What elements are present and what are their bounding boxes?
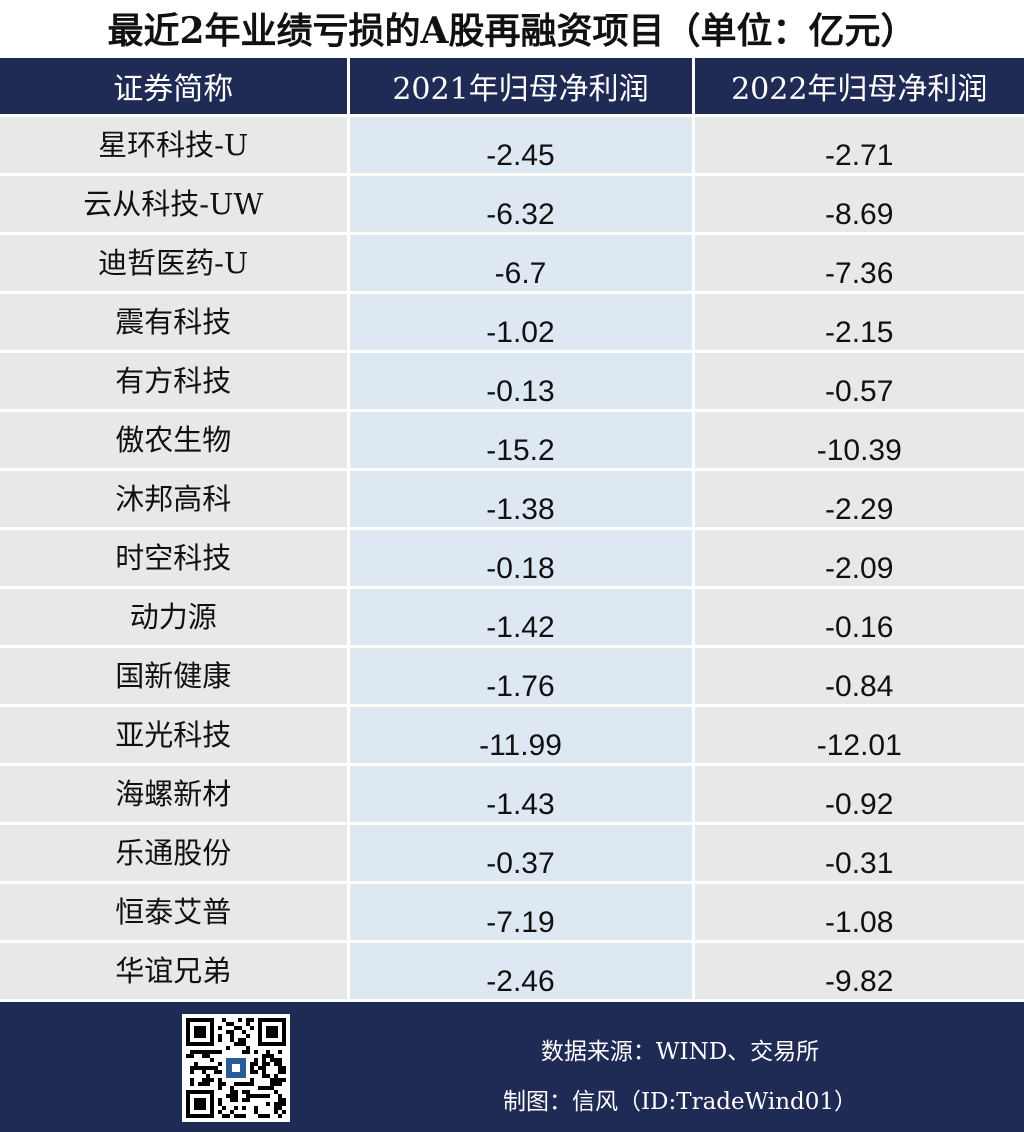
table-row: 乐通股份 -0.37 -0.31 [0,822,1024,883]
table-row: 迪哲医药-U -6.7 -7.36 [0,232,1024,293]
table-row: 星环科技-U -2.45 -2.71 [0,114,1024,175]
net-profit-2021-cell: -1.02 [346,291,693,352]
table-row: 海螺新材 -1.43 -0.92 [0,763,1024,824]
table-row: 云从科技-UW -6.32 -8.69 [0,173,1024,234]
column-header-name: 证券简称 [0,58,348,117]
table-row: 时空科技 -0.18 -2.09 [0,527,1024,588]
net-profit-2021-cell: -0.13 [346,350,693,411]
table-row: 国新健康 -1.76 -0.84 [0,645,1024,706]
net-profit-2021-cell: -2.46 [346,940,693,999]
security-name-cell: 沐邦高科 [0,468,348,529]
table-row: 傲农生物 -15.2 -10.39 [0,409,1024,470]
security-name-cell: 乐通股份 [0,822,348,883]
table-row: 沐邦高科 -1.38 -2.29 [0,468,1024,529]
net-profit-2021-cell: -6.32 [346,173,693,234]
net-profit-2022-cell: -7.36 [691,232,1024,293]
table-row: 有方科技 -0.13 -0.57 [0,350,1024,411]
table-header-row: 证券简称 2021年归母净利润 2022年归母净利润 [0,58,1024,117]
net-profit-2022-cell: -0.31 [691,822,1024,883]
table-row: 震有科技 -1.02 -2.15 [0,291,1024,352]
net-profit-2022-cell: -10.39 [691,409,1024,470]
net-profit-2021-cell: -6.7 [346,232,693,293]
net-profit-2021-cell: -0.37 [346,822,693,883]
security-name-cell: 有方科技 [0,350,348,411]
security-name-cell: 亚光科技 [0,704,348,765]
column-header-2021: 2021年归母净利润 [346,58,693,117]
security-name-cell: 迪哲医药-U [0,232,348,293]
net-profit-2022-cell: -1.08 [691,881,1024,942]
net-profit-2021-cell: -11.99 [346,704,693,765]
page-title: 最近2年业绩亏损的A股再融资项目（单位：亿元） [107,10,917,52]
footer: 数据来源：WIND、交易所 制图：信风（ID:TradeWind01） [0,1002,1024,1132]
security-name-cell: 傲农生物 [0,409,348,470]
net-profit-2021-cell: -1.38 [346,468,693,529]
security-name-cell: 海螺新材 [0,763,348,824]
profit-table: 证券简称 2021年归母净利润 2022年归母净利润 星环科技-U -2.45 -2… [0,58,1024,999]
security-name-cell: 时空科技 [0,527,348,588]
table-row: 动力源 -1.42 -0.16 [0,586,1024,647]
security-name-cell: 国新健康 [0,645,348,706]
qr-code-icon [182,1014,290,1122]
net-profit-2022-cell: -0.57 [691,350,1024,411]
net-profit-2022-cell: -2.15 [691,291,1024,352]
security-name-cell: 星环科技-U [0,114,348,175]
net-profit-2021-cell: -1.43 [346,763,693,824]
net-profit-2022-cell: -9.82 [691,940,1024,999]
net-profit-2022-cell: -2.09 [691,527,1024,588]
chart-maker: 制图：信风（ID:TradeWind01） [502,1089,858,1115]
table-row: 亚光科技 -11.99 -12.01 [0,704,1024,765]
net-profit-2021-cell: -1.42 [346,586,693,647]
net-profit-2021-cell: -7.19 [346,881,693,942]
net-profit-2022-cell: -12.01 [691,704,1024,765]
security-name-cell: 动力源 [0,586,348,647]
net-profit-2022-cell: -8.69 [691,173,1024,234]
security-name-cell: 云从科技-UW [0,173,348,234]
security-name-cell: 恒泰艾普 [0,881,348,942]
net-profit-2021-cell: -2.45 [346,114,693,175]
net-profit-2022-cell: -2.71 [691,114,1024,175]
data-source: 数据来源：WIND、交易所 [540,1039,820,1065]
column-header-2022: 2022年归母净利润 [691,58,1024,117]
security-name-cell: 震有科技 [0,291,348,352]
net-profit-2022-cell: -2.29 [691,468,1024,529]
table-row: 华谊兄弟 -2.46 -9.82 [0,940,1024,999]
net-profit-2022-cell: -0.84 [691,645,1024,706]
net-profit-2022-cell: -0.16 [691,586,1024,647]
table-row: 恒泰艾普 -7.19 -1.08 [0,881,1024,942]
net-profit-2022-cell: -0.92 [691,763,1024,824]
net-profit-2021-cell: -15.2 [346,409,693,470]
security-name-cell: 华谊兄弟 [0,940,348,999]
net-profit-2021-cell: -1.76 [346,645,693,706]
net-profit-2021-cell: -0.18 [346,527,693,588]
